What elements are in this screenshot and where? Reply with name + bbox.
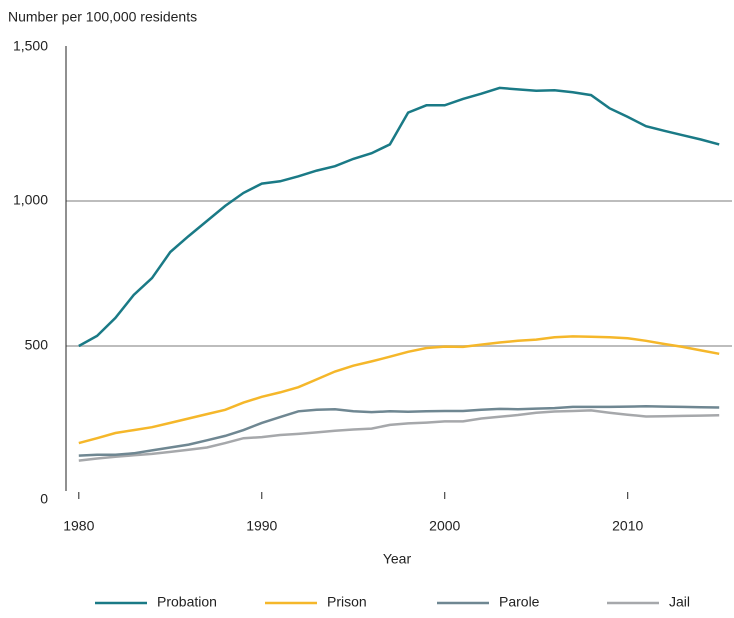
y-tick-label: 0 [40, 491, 48, 507]
series-line [78, 405, 720, 457]
legend-label: Jail [669, 594, 690, 610]
series-line [78, 409, 720, 462]
legend-label: Probation [157, 594, 217, 610]
y-tick-label: 1,500 [13, 38, 48, 54]
x-axis-label: Year [383, 551, 412, 567]
series-line [78, 86, 720, 348]
series-line [78, 335, 720, 445]
y-tick-label: 500 [25, 337, 49, 353]
legend-label: Prison [327, 594, 367, 610]
x-tick-label: 1990 [246, 518, 277, 534]
y-axis-label: Number per 100,000 residents [8, 9, 197, 25]
x-tick-label: 1980 [63, 518, 94, 534]
y-tick-label: 1,000 [13, 192, 48, 208]
x-tick-label: 2010 [612, 518, 643, 534]
x-tick-label: 2000 [429, 518, 460, 534]
legend-label: Parole [499, 594, 540, 610]
